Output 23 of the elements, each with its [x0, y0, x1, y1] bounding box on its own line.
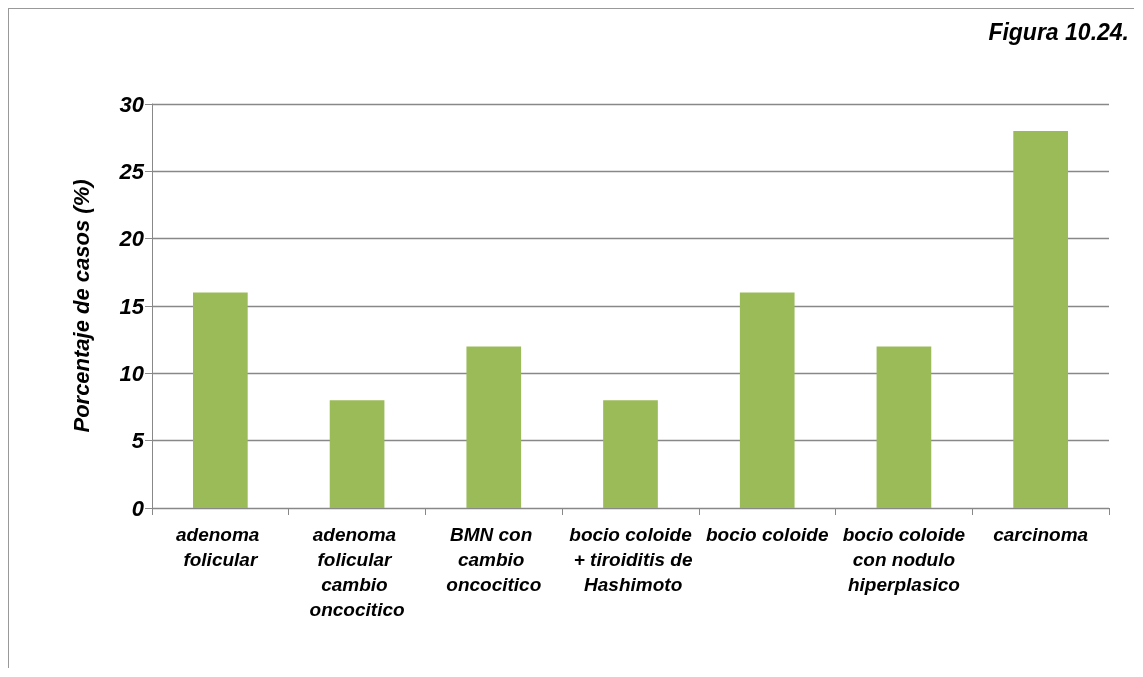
x-tick-label: BMN con cambio oncocitico	[446, 524, 542, 595]
y-axis-title: Porcentaje de casos (%)	[68, 179, 94, 433]
x-tick-label: carcinoma	[993, 524, 1089, 545]
y-tick-label: 25	[118, 158, 145, 184]
bar	[329, 400, 385, 508]
bar	[603, 400, 658, 508]
x-tick-label: bocio coloide con nodulo hiperplasico	[842, 524, 966, 595]
y-tick-label: 20	[118, 226, 145, 252]
bar	[876, 346, 932, 508]
bar	[466, 346, 522, 508]
x-tick-label: bocio coloide	[705, 524, 829, 545]
x-tick-label: bocio coloide + tiroiditis de Hashimoto	[568, 524, 693, 595]
x-tick-label: adenoma folicular cambio oncocitico	[309, 524, 405, 620]
bar	[1013, 130, 1068, 508]
y-tick-label: 10	[119, 360, 145, 386]
bar	[739, 292, 795, 508]
y-tick-label: 15	[119, 293, 145, 319]
y-tick-label: 30	[119, 91, 145, 117]
chart-title: Figura 10.24.	[988, 18, 1130, 45]
y-tick-label: 5	[131, 428, 145, 454]
x-tick-label: adenoma folicular	[176, 524, 265, 570]
bar	[193, 292, 248, 508]
y-tick-label: 0	[131, 495, 145, 521]
